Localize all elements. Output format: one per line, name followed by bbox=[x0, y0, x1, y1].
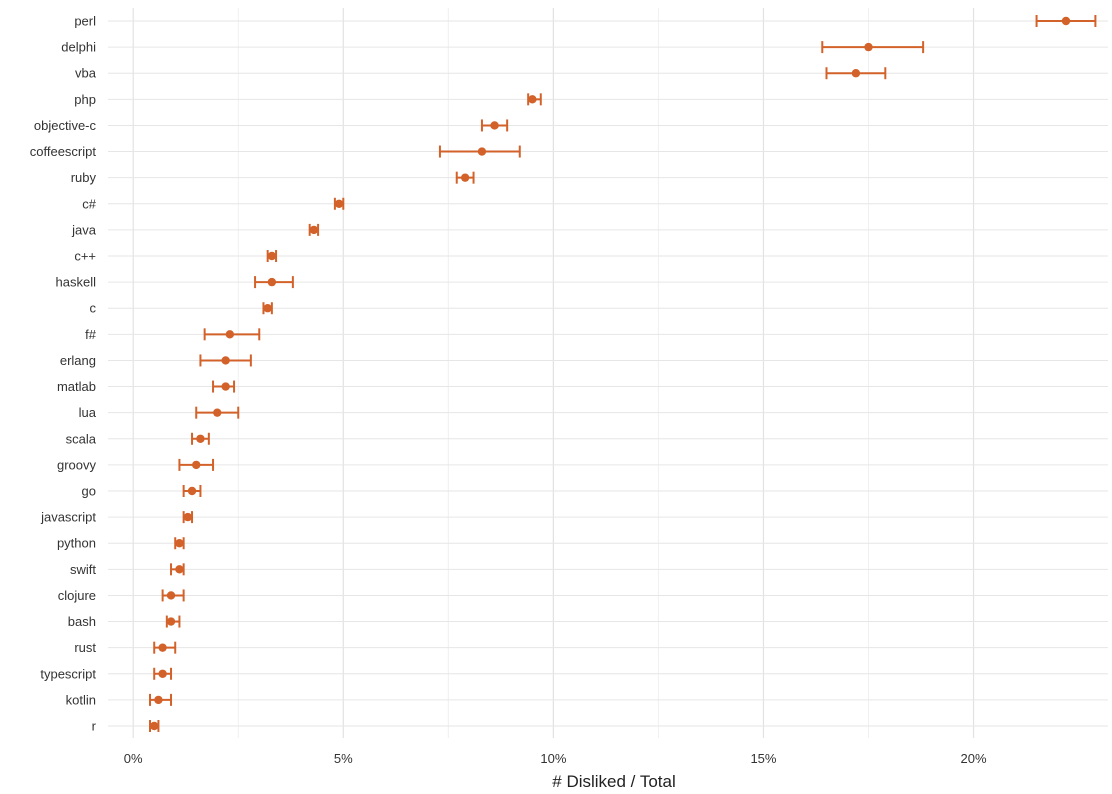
x-tick-label: 15% bbox=[750, 751, 776, 766]
category-label: matlab bbox=[57, 379, 96, 394]
data-point bbox=[1061, 16, 1071, 26]
category-label: c++ bbox=[74, 249, 96, 264]
category-label: c bbox=[90, 301, 97, 316]
category-label: java bbox=[71, 222, 97, 237]
category-label: delphi bbox=[61, 40, 96, 55]
data-point bbox=[166, 591, 176, 600]
category-label: vba bbox=[75, 66, 97, 81]
category-label: f# bbox=[85, 327, 97, 342]
category-label: r bbox=[92, 719, 97, 734]
data-point bbox=[175, 539, 184, 548]
category-label: python bbox=[57, 536, 96, 551]
data-point bbox=[309, 225, 319, 235]
category-label: swift bbox=[70, 562, 96, 577]
data-point bbox=[154, 695, 163, 705]
category-label: rust bbox=[74, 640, 96, 655]
category-label: groovy bbox=[57, 457, 97, 472]
category-label: bash bbox=[68, 614, 96, 629]
data-point bbox=[213, 408, 222, 417]
data-point bbox=[864, 42, 873, 52]
category-label: objective-c bbox=[34, 118, 97, 133]
data-point bbox=[225, 330, 235, 339]
x-tick-label: 5% bbox=[334, 751, 353, 766]
data-point bbox=[263, 304, 272, 313]
category-label: kotlin bbox=[66, 692, 96, 707]
category-label: erlang bbox=[60, 353, 96, 368]
data-point bbox=[183, 512, 193, 522]
data-point bbox=[334, 199, 344, 208]
category-label: javascript bbox=[40, 510, 96, 525]
x-axis-title: # Disliked / Total bbox=[552, 772, 675, 791]
data-point bbox=[477, 147, 487, 156]
x-tick-label: 10% bbox=[540, 751, 566, 766]
marks-layer bbox=[149, 15, 1097, 732]
data-point bbox=[221, 382, 230, 391]
category-label: php bbox=[74, 92, 96, 107]
data-point bbox=[528, 95, 537, 104]
data-point bbox=[150, 721, 159, 731]
data-point bbox=[460, 173, 470, 182]
category-labels: perl delphi vba php objective-c coffeescript r… bbox=[30, 14, 97, 734]
grid-layer bbox=[108, 8, 1108, 738]
x-tick-labels: 0% 5% 10% 15% 20% bbox=[124, 751, 987, 766]
data-point bbox=[187, 486, 197, 496]
x-tick-label: 20% bbox=[961, 751, 987, 766]
data-point bbox=[221, 356, 230, 365]
x-tick-label: 0% bbox=[124, 751, 143, 766]
data-point bbox=[192, 460, 201, 470]
data-point bbox=[175, 565, 184, 574]
data-point bbox=[267, 277, 277, 287]
data-point bbox=[267, 251, 277, 261]
data-point bbox=[166, 617, 176, 626]
category-label: ruby bbox=[71, 170, 97, 185]
category-label: c# bbox=[82, 196, 97, 211]
category-label: clojure bbox=[58, 588, 96, 603]
category-label: haskell bbox=[56, 275, 97, 290]
data-point bbox=[851, 69, 861, 78]
category-label: lua bbox=[79, 405, 97, 420]
category-label: scala bbox=[66, 431, 97, 446]
data-point bbox=[196, 434, 205, 443]
category-label: coffeescript bbox=[30, 144, 97, 159]
category-label: typescript bbox=[40, 666, 96, 681]
data-point bbox=[158, 669, 167, 678]
category-label: perl bbox=[74, 14, 96, 29]
data-point bbox=[490, 121, 499, 130]
category-label: go bbox=[82, 484, 96, 499]
data-point bbox=[158, 643, 167, 652]
